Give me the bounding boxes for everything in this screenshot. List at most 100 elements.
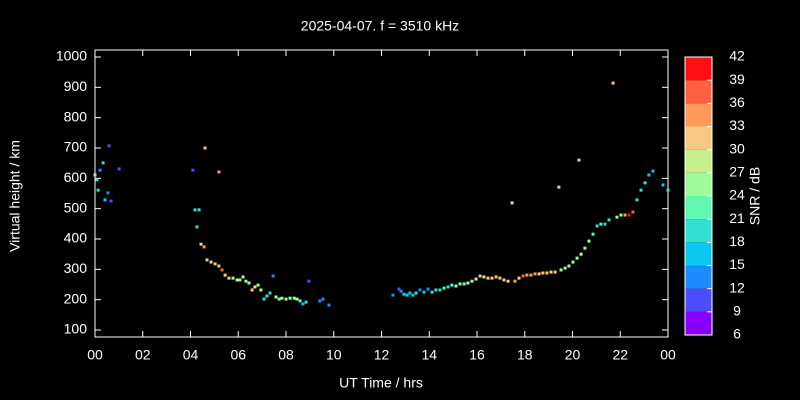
point [295,297,299,301]
colorbar-tick-label: 6 [733,326,741,342]
point [197,208,201,212]
point [250,288,254,292]
y-tick-label: 400 [64,230,88,246]
point [559,268,563,272]
point [301,302,305,306]
x-tick-label: 02 [135,347,151,363]
point [262,297,266,301]
point [506,279,510,283]
point [458,282,462,286]
point [426,287,430,291]
colorbar-band [685,219,712,243]
point [575,256,579,260]
point [533,272,537,276]
colorbar-tick-label: 18 [729,233,745,249]
y-tick-label: 600 [64,169,88,185]
point [103,198,107,202]
point [494,275,498,279]
point [603,222,607,226]
point [220,268,224,272]
point [438,288,442,292]
point [405,293,409,297]
point [195,225,199,229]
point [466,281,470,285]
y-tick-label: 800 [64,108,88,124]
y-tick-label: 100 [64,321,88,337]
colorbar-tick-label: 39 [729,71,745,87]
point [549,270,553,274]
point [643,181,647,185]
point [391,293,395,297]
x-tick-label: 00 [87,347,103,363]
x-tick-label: 16 [469,347,485,363]
point [202,245,206,249]
point [567,264,571,268]
point [418,288,422,292]
colorbar-band [685,149,712,173]
point [577,158,581,162]
colorbar-band [685,311,712,335]
point [541,271,545,275]
point [537,272,541,276]
point [529,273,533,277]
point [96,188,100,192]
point [199,242,203,246]
point [235,278,239,282]
colorbar-band [685,80,712,104]
y-axis-label: Virtual height / km [7,140,23,252]
point [397,287,401,291]
point [109,199,113,203]
point [470,279,474,283]
point [288,296,292,300]
point [117,167,121,171]
point [599,222,603,226]
chart-title: 2025-04-07. f = 3510 kHz [301,18,459,34]
point [627,213,631,217]
x-tick-label: 04 [183,347,199,363]
point [256,283,260,287]
point [98,168,102,172]
colorbar-tick-label: 33 [729,117,745,133]
y-tick-label: 300 [64,260,88,276]
point [101,161,105,165]
colorbar-band [685,172,712,196]
colorbar-tick-label: 27 [729,164,745,180]
point [321,297,325,301]
colorbar-band [685,103,712,127]
point [482,275,486,279]
point [557,185,561,189]
point [274,295,278,299]
colorbar-band [685,242,712,266]
point [265,294,269,298]
colorbar-band [685,196,712,220]
point [217,170,221,174]
point [227,276,231,280]
point [517,276,521,280]
point [217,264,221,268]
point [402,292,406,296]
point [95,178,99,182]
point [623,213,627,217]
point [244,279,248,283]
y-tick-label: 200 [64,290,88,306]
point [106,191,110,195]
point [422,290,426,294]
point [271,274,275,278]
point [563,266,567,270]
point [474,277,478,281]
colorbar-label: SNR / dB [747,167,763,225]
point [579,252,583,256]
point [462,282,466,286]
point [213,262,217,266]
point [209,260,213,264]
point [595,224,599,228]
y-tick-label: 500 [64,199,88,215]
point [307,279,311,283]
point [292,296,296,300]
colorbar-tick-label: 36 [729,94,745,110]
x-tick-label: 00 [660,347,676,363]
point [268,291,272,295]
point [498,276,502,280]
x-tick-label: 12 [374,347,390,363]
